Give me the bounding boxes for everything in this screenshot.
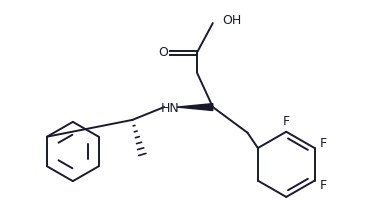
Text: F: F — [320, 179, 327, 192]
Text: F: F — [283, 115, 290, 128]
Text: F: F — [320, 137, 327, 150]
Polygon shape — [177, 104, 213, 110]
Text: O: O — [158, 46, 168, 59]
Text: HN: HN — [161, 101, 179, 114]
Text: OH: OH — [223, 14, 242, 27]
